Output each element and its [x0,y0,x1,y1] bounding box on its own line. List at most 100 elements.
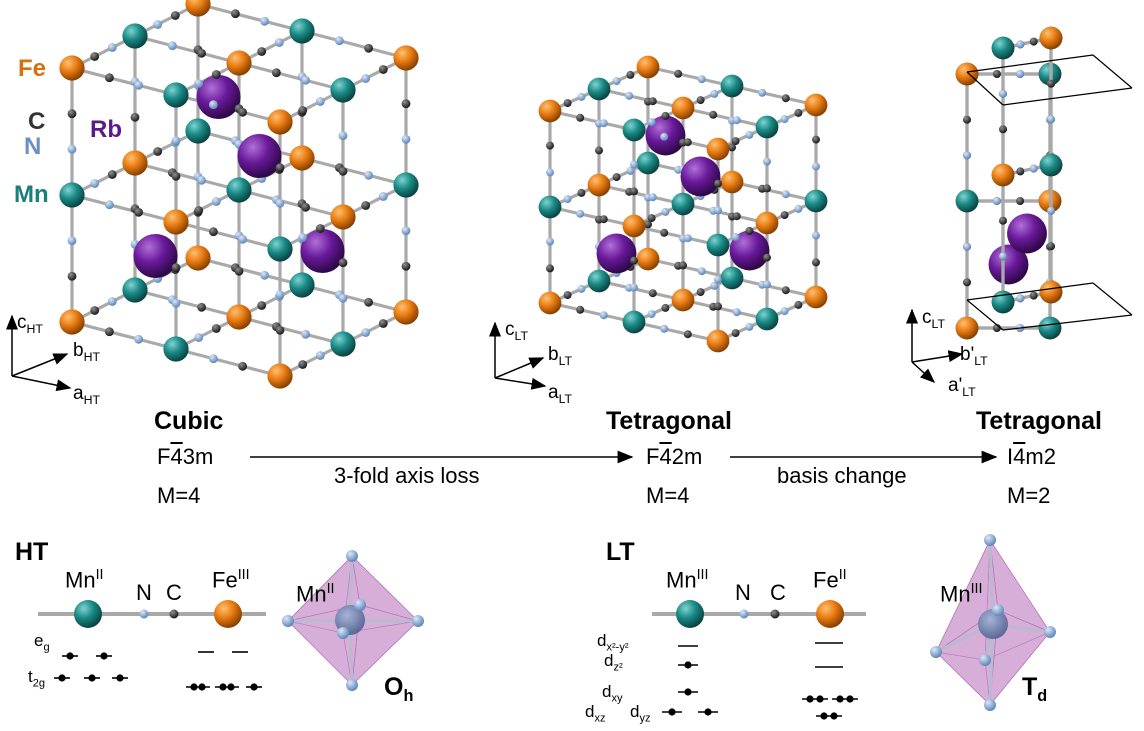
electron [816,695,824,703]
n-atom [577,284,586,293]
fe-atom [393,45,419,71]
n-atom [739,609,749,619]
atoms [955,62,1062,340]
bond [548,301,636,324]
fe-atom [226,304,252,330]
n-atom [599,311,608,320]
c-atom [731,329,740,338]
n-atom [171,298,181,308]
c-atom [661,111,670,120]
ht-eg-label: eg [34,631,50,654]
bond [730,180,818,203]
n-atom [361,74,371,83]
n-atom [563,195,572,204]
c-atom [612,173,621,182]
bond [300,29,408,60]
mn-atom [163,336,189,362]
mn-atom [955,189,979,213]
c-atom [781,94,790,103]
electron [250,683,258,691]
n-atom [1016,294,1025,303]
fe-atom [804,285,828,309]
c-atom [595,146,603,155]
n-atom [378,192,388,201]
c-atom [563,291,572,300]
n-atom [260,270,270,280]
ht-n-label: N [136,580,152,605]
c-atom [770,609,780,619]
mn-atom [1038,316,1062,340]
c-atom [683,138,692,147]
bond [237,188,345,219]
c-atom [298,106,308,115]
bond [300,156,408,187]
c-atom [171,171,181,181]
n-atom [683,234,692,243]
n-atom [260,16,270,26]
lt-levels [662,642,858,720]
axis-a-lt: aLT [548,382,573,406]
n-atom [1029,164,1038,173]
atoms [991,26,1063,314]
c-atom [732,212,741,221]
n-atom [630,160,638,169]
bond [681,298,769,321]
c-atom [211,70,221,79]
c-atom [781,286,790,295]
n-atom [107,43,117,52]
bond [597,183,685,206]
n-atom [758,88,767,97]
n-atom [274,38,284,47]
axis-b-lt: bLT [548,344,573,368]
axis-a-lt2: a'LT [948,375,976,399]
unit-cell-tetragonal-f [538,55,828,353]
c-atom [275,325,285,335]
n-atom [67,144,77,154]
bond [237,61,345,92]
c-atom [401,261,411,271]
bond [70,320,178,351]
n-atom [963,242,971,251]
fe-atom [755,211,779,235]
c-atom [576,305,585,314]
unit-cell-cubic [59,0,419,389]
ht-fe-label: FeIII [212,567,250,593]
electron [58,674,66,682]
axis-b-lt2: b'LT [960,344,988,368]
c-atom [731,137,740,146]
c-atom [378,65,388,74]
mn-atom [671,192,695,216]
n-atom [171,136,181,146]
n-atom [710,89,719,98]
c-atom [238,107,248,117]
n-atom [732,308,741,317]
axis-c-lt: cLT [505,319,528,343]
cell-edge [1002,87,1133,106]
n-ligand [337,627,349,639]
c-atom [599,215,608,224]
n-atom [781,190,790,199]
c-atom [238,361,248,371]
electron [88,674,96,682]
c-atom [134,207,144,217]
electron [684,661,692,669]
legend-c: C [28,108,46,135]
rb-atom [133,233,178,279]
phase-2-m: M=4 [646,483,690,508]
bond [70,66,178,97]
c-atom [728,143,736,152]
n-atom [763,157,771,166]
mn-atom [538,195,562,219]
n-atom [599,119,608,128]
fe-atom [185,0,211,17]
c-atom [301,202,311,212]
n-atom [546,168,554,177]
bond [133,161,241,192]
n-atom [139,609,149,619]
mn-atom [185,118,211,144]
n-atom [338,293,348,303]
mn-atom [755,307,779,331]
fe-atom [226,50,252,76]
n-atom [661,207,670,216]
